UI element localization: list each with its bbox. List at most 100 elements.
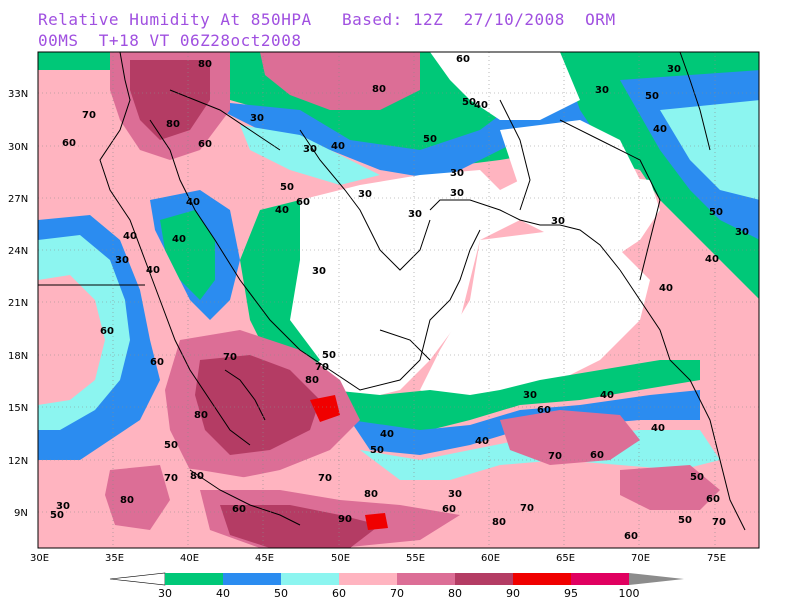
contour-label: 70: [223, 352, 237, 363]
lon-label: 40E: [180, 553, 199, 564]
legend-swatch: [223, 573, 281, 585]
contour-label: 60: [537, 405, 551, 416]
contour-label: 60: [198, 139, 212, 150]
contour-label: 30: [735, 227, 749, 238]
contour-label: 70: [164, 473, 178, 484]
color-legend: 30 40 50 60 70 80 90 95 100: [109, 572, 684, 600]
legend-swatch: [165, 573, 223, 585]
graticule: [38, 52, 759, 548]
legend-low-arrow: [109, 572, 166, 586]
contour-label: 50: [709, 207, 723, 218]
longitude-labels: 30E 35E 40E 45E 50E 55E 60E 65E 70E 75E: [30, 553, 726, 564]
contour-label: 30: [250, 113, 264, 124]
lat-label: 33N: [8, 89, 28, 100]
contour-label: 90: [338, 514, 352, 525]
contour-label: 60: [232, 504, 246, 515]
contour-label: 40: [380, 429, 394, 440]
contour-label: 30: [448, 489, 462, 500]
map-subtitle: 00MS T+18 VT 06Z28oct2008: [38, 31, 302, 50]
contour-label: 30: [312, 266, 326, 277]
contour-label: 50: [280, 182, 294, 193]
lat-label: 18N: [8, 351, 28, 362]
contour-label: 30: [667, 64, 681, 75]
contour-label: 50: [678, 515, 692, 526]
legend-level-label: 30: [158, 587, 172, 600]
contour-label: 50: [462, 97, 476, 108]
coastlines-layer: [38, 52, 746, 531]
contour-label: 30: [358, 189, 372, 200]
contour-label: 30: [523, 390, 537, 401]
contour-label: 60: [456, 54, 470, 65]
contour-label: 80: [305, 375, 319, 386]
lon-label: 65E: [556, 553, 575, 564]
legend-level-label: 40: [216, 587, 230, 600]
contour-labels: 80 60 30 50 70 80 80 60 50 40 30 40 50 3…: [50, 54, 749, 542]
contour-label: 70: [315, 362, 329, 373]
lat-label: 30N: [8, 142, 28, 153]
contour-label: 30: [56, 501, 70, 512]
contour-label: 60: [62, 138, 76, 149]
legend-level-label: 100: [619, 587, 640, 600]
contour-label: 60: [100, 326, 114, 337]
lat-label: 24N: [8, 246, 28, 257]
legend-swatch: [397, 573, 455, 585]
contour-label: 80: [364, 489, 378, 500]
contour-label: 40: [651, 423, 665, 434]
map-frame: [37, 51, 760, 549]
legend-high-arrow: [629, 573, 684, 585]
contour-label: 30: [450, 168, 464, 179]
lat-label: 21N: [8, 298, 28, 309]
legend-swatch: [281, 573, 339, 585]
contour-label: 30: [303, 144, 317, 155]
contour-label: 60: [624, 531, 638, 542]
legend-swatch: [339, 573, 397, 585]
legend-level-label: 90: [506, 587, 520, 600]
contour-label: 60: [590, 450, 604, 461]
contour-label: 80: [372, 84, 386, 95]
contour-label: 70: [82, 110, 96, 121]
lat-label: 15N: [8, 403, 28, 414]
contour-label: 40: [172, 234, 186, 245]
map-title: Relative Humidity At 850HPA Based: 12Z 2…: [38, 10, 616, 29]
contour-label: 30: [595, 85, 609, 96]
contour-label: 40: [600, 390, 614, 401]
legend-swatch: [455, 573, 513, 585]
legend-level-label: 60: [332, 587, 346, 600]
contour-label: 80: [194, 410, 208, 421]
legend-level-label: 70: [390, 587, 404, 600]
contour-label: 80: [166, 119, 180, 130]
contour-label: 30: [551, 216, 565, 227]
contour-label: 40: [705, 254, 719, 265]
contour-label: 50: [370, 445, 384, 456]
contour-label: 40: [123, 231, 137, 242]
humidity-fill-layer: [38, 52, 759, 548]
legend-swatch: [571, 573, 629, 585]
legend-level-label: 80: [448, 587, 462, 600]
lon-label: 70E: [631, 553, 650, 564]
contour-label: 80: [190, 471, 204, 482]
contour-label: 60: [296, 197, 310, 208]
lon-label: 35E: [105, 553, 124, 564]
lat-label: 9N: [14, 508, 28, 519]
lon-label: 55E: [406, 553, 425, 564]
contour-label: 50: [50, 510, 64, 521]
contour-label: 50: [322, 350, 336, 361]
contour-label: 50: [645, 91, 659, 102]
legend-level-label: 50: [274, 587, 288, 600]
contour-label: 80: [120, 495, 134, 506]
contour-label: 40: [186, 197, 200, 208]
contour-label: 70: [520, 503, 534, 514]
contour-label: 60: [150, 357, 164, 368]
lat-label: 12N: [8, 456, 28, 467]
lon-label: 50E: [331, 553, 350, 564]
lon-label: 60E: [481, 553, 500, 564]
contour-label: 70: [548, 451, 562, 462]
contour-label: 80: [198, 59, 212, 70]
contour-label: 30: [450, 188, 464, 199]
contour-label: 80: [492, 517, 506, 528]
contour-label: 50: [423, 134, 437, 145]
contour-label: 40: [146, 265, 160, 276]
contour-label: 40: [275, 205, 289, 216]
contour-label: 40: [331, 141, 345, 152]
